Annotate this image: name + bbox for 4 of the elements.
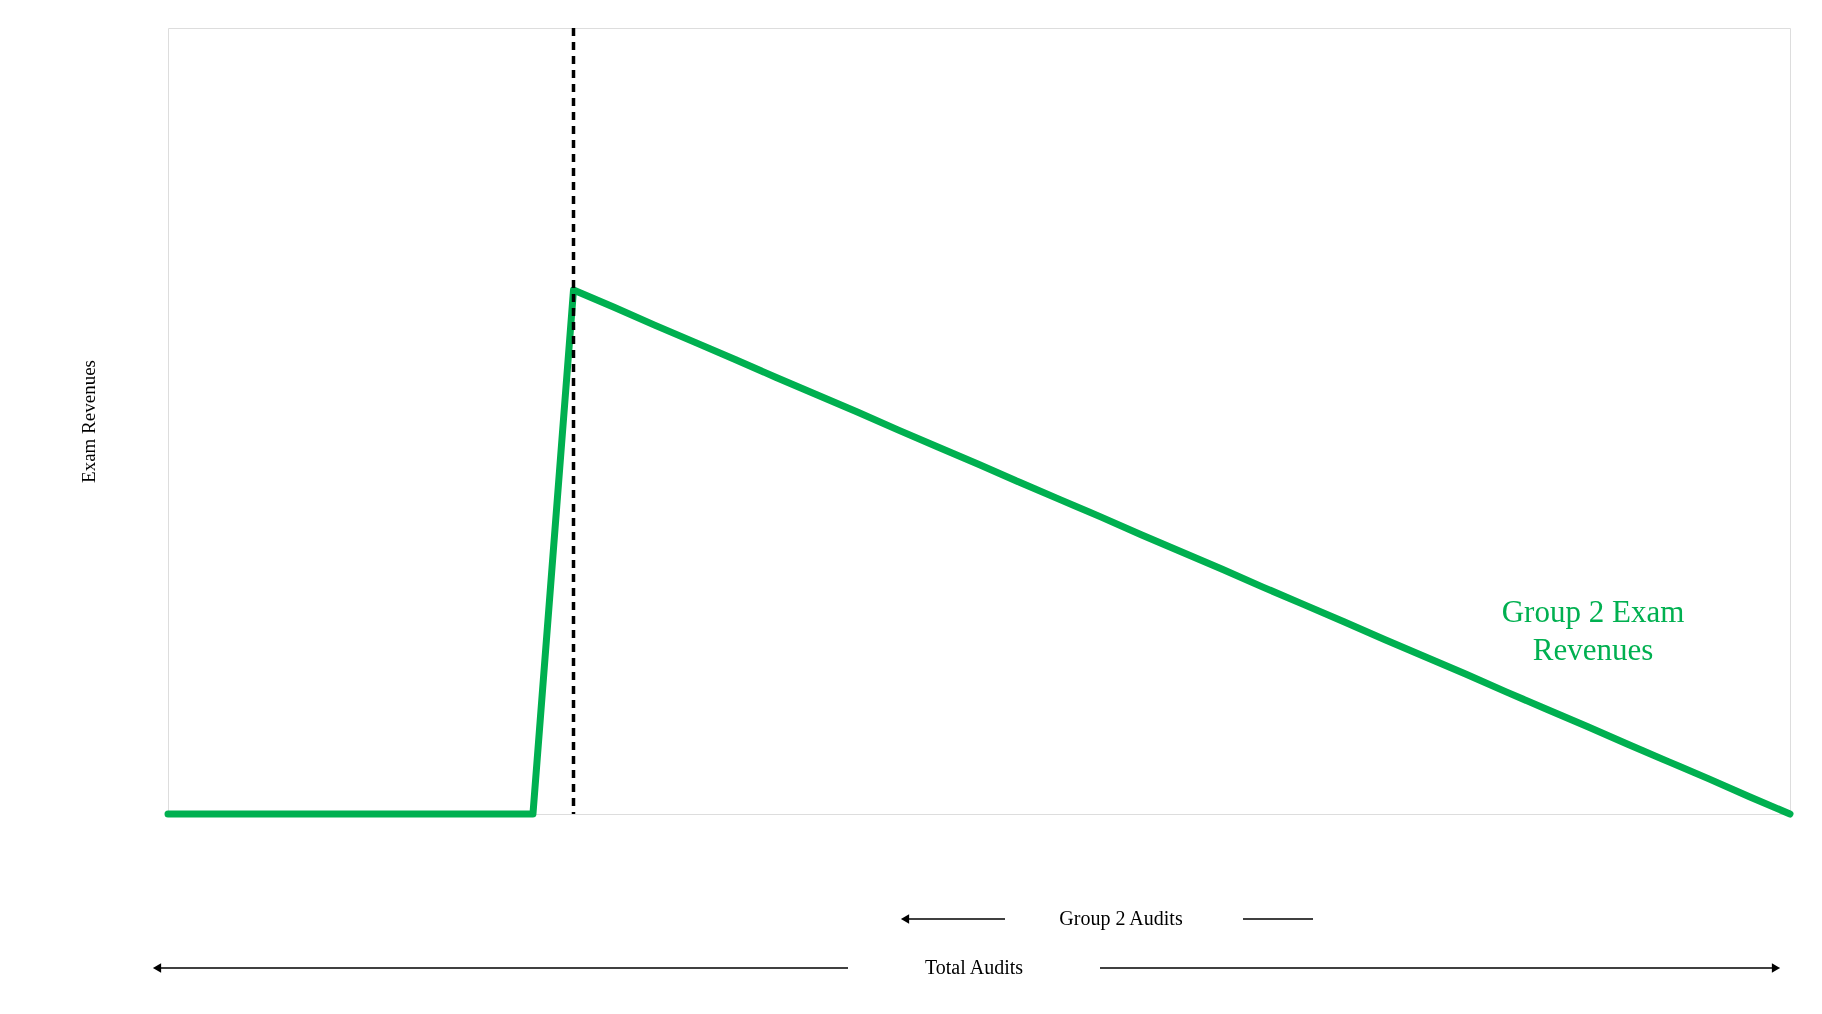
- text: Group 2 Audits: [1059, 907, 1183, 930]
- y-axis-title: Exam Revenues: [77, 360, 99, 483]
- series-label: Group 2 Exam Revenues: [1501, 594, 1685, 667]
- text: Total Audits: [924, 956, 1024, 978]
